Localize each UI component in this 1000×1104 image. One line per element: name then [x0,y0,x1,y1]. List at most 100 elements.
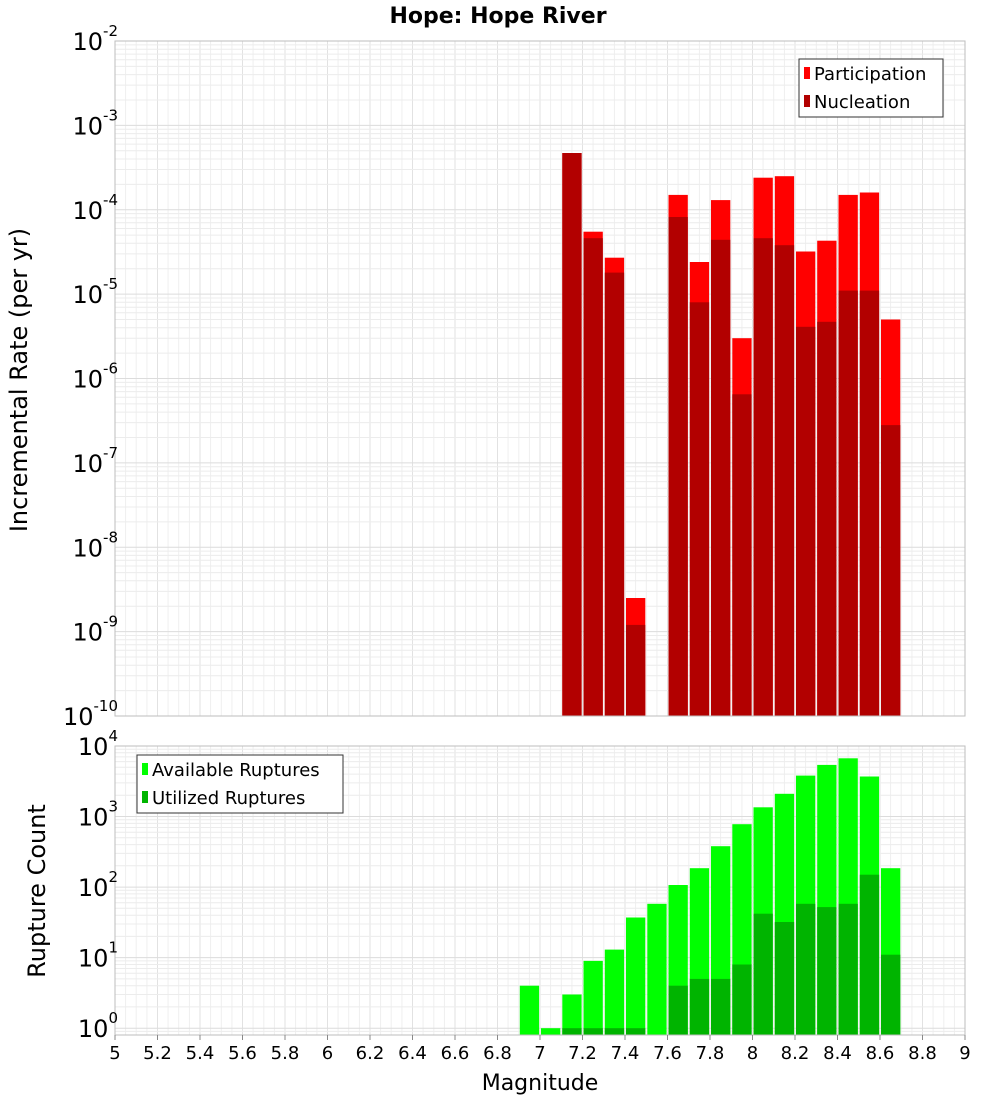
rate-bar-b [732,394,752,716]
tick-base: 10 [78,733,109,761]
count-y-tick-label: 102 [78,868,118,902]
rate-y-tick-label: 10-5 [72,275,118,309]
rate-legend-swatch [804,95,810,107]
count-bar-b [732,964,752,1035]
rate-bar-b [562,153,582,716]
count-bar-a [583,960,603,1035]
count-legend-box [136,754,344,814]
tick-base: 10 [72,112,103,140]
x-tick-label: 5.2 [143,1043,172,1064]
count-legend-label: Utilized Ruptures [152,788,305,809]
count-bar-b [562,1028,582,1035]
tick-exponent: -2 [103,22,118,40]
rate-y-tick-label: 10-8 [72,528,118,562]
x-tick-label: 7.8 [696,1043,725,1064]
x-tick-label: 5.8 [271,1043,300,1064]
tick-exponent: 2 [108,868,118,886]
rate-bar-b [859,290,880,716]
tick-exponent: -4 [103,191,118,209]
rate-legend-swatch [804,67,810,79]
count-bar-a [562,994,582,1035]
tick-base: 10 [78,874,109,902]
rate-y-tick-label: 10-10 [63,697,118,731]
tick-base: 10 [72,197,103,225]
x-axis-label: Magnitude [482,1071,599,1096]
count-bar-b [838,903,858,1035]
rate-bar-b [817,321,837,716]
x-tick-label: 8.6 [866,1043,895,1064]
count-bar-a [541,1028,561,1035]
tick-exponent: -6 [103,360,118,378]
count-bar-b [604,1028,625,1035]
tick-exponent: -8 [103,528,118,546]
x-tick-label: 6.8 [483,1043,512,1064]
x-tick-label: 7.6 [653,1043,682,1064]
rate-legend: Participation Nucleation [798,58,944,118]
rate-grid [114,40,966,717]
tick-base: 10 [72,28,103,56]
count-bar-a [626,917,646,1035]
tick-base: 10 [78,804,109,832]
tick-exponent: 3 [108,798,118,816]
tick-base: 10 [72,366,103,394]
rate-y-tick-label: 10-4 [72,191,118,225]
x-tick-label: 7.2 [568,1043,597,1064]
tick-base: 10 [72,534,103,562]
count-bar-a [519,985,540,1035]
x-tick-label: 9 [959,1043,970,1064]
count-bar-a [604,949,625,1035]
x-tick-label: 6.4 [398,1043,427,1064]
tick-exponent: -10 [94,697,119,715]
tick-base: 10 [72,619,103,647]
count-bar-b [817,907,837,1035]
x-tick-label: 5.6 [228,1043,257,1064]
rate-bar-b [604,272,625,716]
tick-base: 10 [78,1015,109,1043]
x-tick-label: 8.2 [781,1043,810,1064]
tick-base: 10 [78,945,109,973]
tick-exponent: 1 [108,939,118,957]
rate-bar-b [626,624,646,716]
rate-y-tick-label: 10-3 [72,106,118,140]
count-bar-b [626,1028,646,1035]
tick-base: 10 [72,450,103,478]
rate-bar-b [583,238,603,716]
x-tick-label: 8.4 [823,1043,852,1064]
tick-exponent: -7 [103,444,118,462]
rate-frame [114,40,966,717]
x-tick-label: 7 [534,1043,545,1064]
x-tick-label: 8 [747,1043,758,1064]
x-tick-label: 5.4 [186,1043,215,1064]
x-ticks: 5 5.2 5.4 5.6 5.8 6 6.2 6.4 6.6 6.8 7 7.2 7.4 7.6 7.8 8… [109,1035,971,1064]
rate-bar-b [668,217,688,716]
count-bar-b [583,1028,603,1035]
rate-y-tick-label: 10-6 [72,360,118,394]
count-bar-b [881,954,901,1035]
x-tick-label: 8.8 [908,1043,937,1064]
count-bars [519,758,901,1035]
count-bar-b [689,978,710,1035]
count-y-tick-label: 103 [78,798,118,832]
tick-base: 10 [72,281,103,309]
count-legend-label: Available Ruptures [152,760,320,781]
rate-bar-b [689,302,710,716]
rate-bar-b [838,290,858,716]
count-bar-b [774,922,795,1035]
rate-bar-b [753,238,773,716]
count-y-tick-label: 104 [78,727,118,761]
count-bar-b [711,978,731,1035]
count-bar-b [796,903,816,1035]
count-y-tick-label: 100 [78,1009,118,1043]
rate-bars [562,153,901,717]
rate-legend-box [798,58,944,118]
x-tick-label: 7.4 [611,1043,640,1064]
tick-base: 10 [63,703,94,731]
tick-exponent: -3 [103,106,118,124]
count-bar-b [753,913,773,1035]
x-tick-label: 6.6 [441,1043,470,1064]
count-legend-swatch [142,763,148,775]
count-bar-a [647,903,667,1035]
